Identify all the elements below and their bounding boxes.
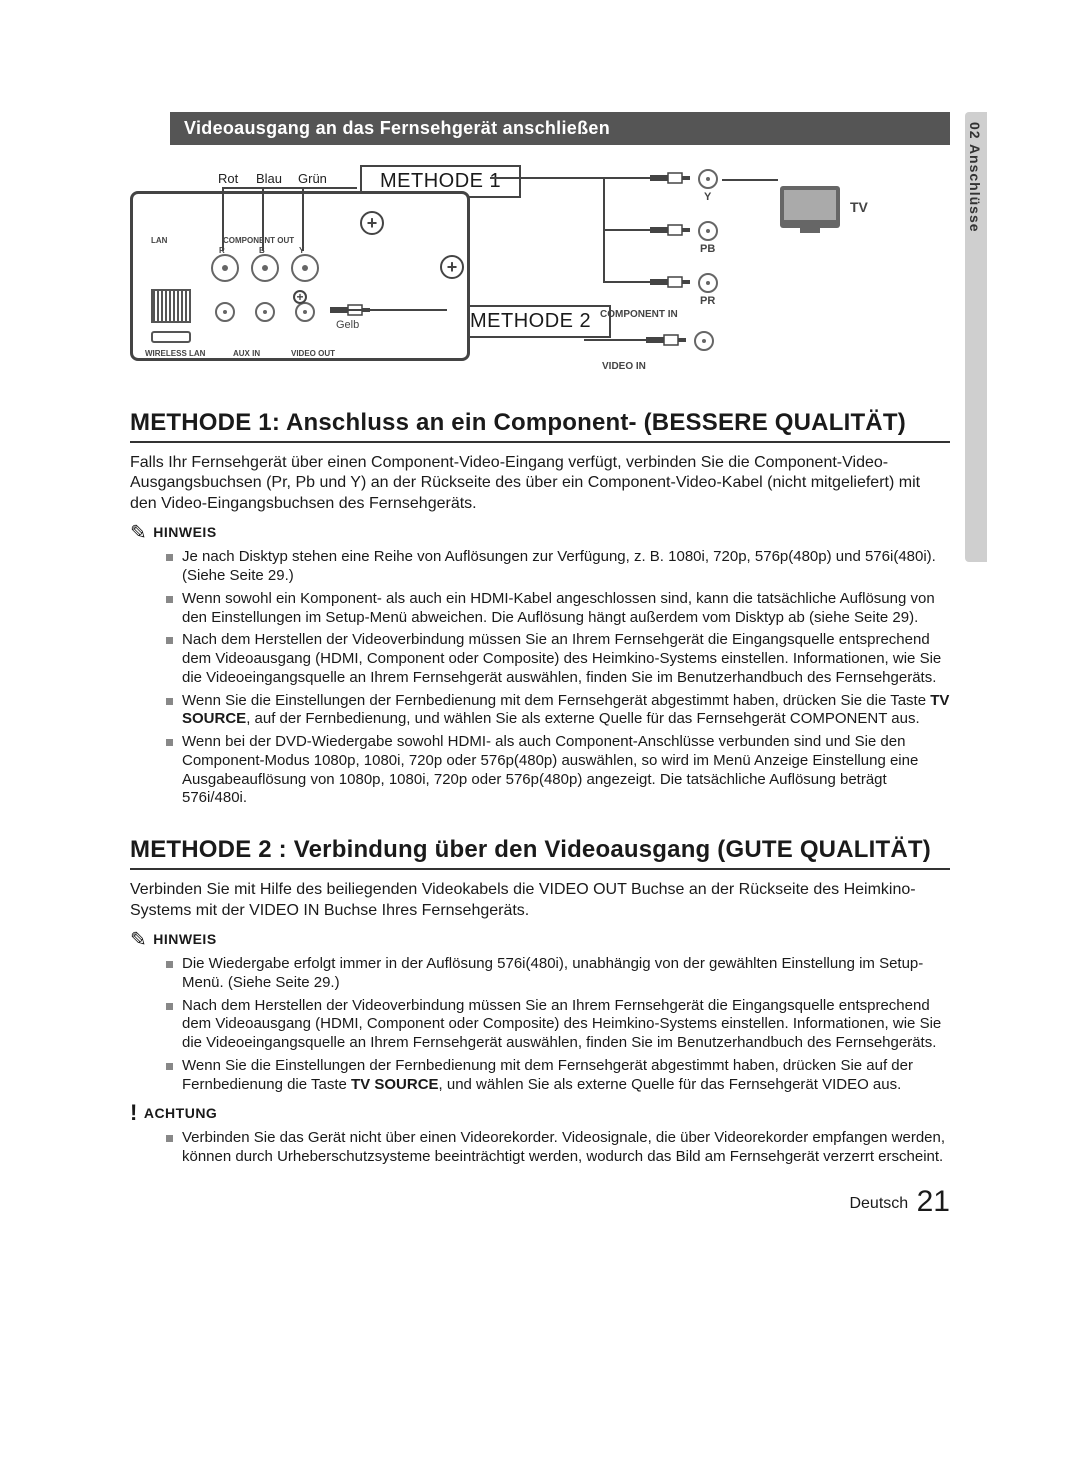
note-item: Wenn sowohl ein Komponent- als auch ein … <box>166 590 950 628</box>
wire <box>262 187 264 251</box>
achtung-lead: ! ACHTUNG <box>130 1100 950 1126</box>
caution-icon: ! <box>130 1100 138 1125</box>
label-gruen: Grün <box>298 171 327 186</box>
caution-notes: Verbinden Sie das Gerät nicht über einen… <box>166 1129 950 1167</box>
note-item: Nach dem Herstellen der Videoverbindung … <box>166 997 950 1053</box>
port-video-out <box>295 302 315 322</box>
note-item: Je nach Disktyp stehen eine Reihe von Au… <box>166 548 950 586</box>
tv-icon <box>780 186 840 228</box>
wire <box>603 177 655 179</box>
plug-icon <box>650 223 690 235</box>
lan-label: LAN <box>151 236 167 245</box>
port-pb <box>251 254 279 282</box>
note-item: Wenn Sie die Einstellungen der Fernbedie… <box>166 692 950 730</box>
method2-label: METHODE 2 <box>450 305 611 338</box>
plug-icon <box>650 275 690 287</box>
plug-icon <box>330 303 370 315</box>
port-aux-l <box>215 302 235 322</box>
plug-icon <box>650 171 690 183</box>
cable-bundle-icon: + <box>440 255 464 279</box>
side-tab-label: 02 Anschlüsse <box>967 122 983 233</box>
tv-label: TV <box>850 199 868 215</box>
wire <box>490 177 605 179</box>
page-footer: Deutsch 21 <box>849 1185 950 1219</box>
method2-paragraph: Verbinden Sie mit Hilfe des beiliegenden… <box>130 880 950 921</box>
port-pr <box>211 254 239 282</box>
wire <box>603 229 655 231</box>
wire <box>302 187 304 251</box>
plug-icon <box>646 333 686 345</box>
hinweis-lead-2: ✎ HINWEIS <box>130 927 950 952</box>
note-item: Nach dem Herstellen der Videoverbindung … <box>166 631 950 687</box>
note-item: Die Wiedergabe erfolgt immer in der Aufl… <box>166 955 950 993</box>
component-in-label: COMPONENT IN <box>600 309 678 320</box>
lan-port <box>151 289 191 323</box>
note-item: Verbinden Sie das Gerät nicht über einen… <box>166 1129 950 1167</box>
footer-lang: Deutsch <box>849 1195 908 1212</box>
footer-page: 21 <box>917 1185 950 1218</box>
jack-y <box>698 169 718 189</box>
device-rear-panel: LAN COMPONENT OUT R B Y WIRELESS LAN AUX… <box>130 191 470 361</box>
label-rot: Rot <box>218 171 238 186</box>
divider <box>130 868 950 870</box>
hinweis-label-2: HINWEIS <box>153 931 216 947</box>
connection-diagram: Rot Blau Grün METHODE 1 METHODE 2 LAN CO… <box>130 151 950 381</box>
screw-icon: + <box>293 290 307 304</box>
note-icon: ✎ <box>130 522 147 544</box>
section-banner: Videoausgang an das Fernsehgerät anschli… <box>170 112 950 145</box>
tv-stand <box>800 228 820 233</box>
wire <box>603 281 655 283</box>
note-icon: ✎ <box>130 929 147 951</box>
side-tab: 02 Anschlüsse <box>965 112 987 562</box>
jack-pr-label: PR <box>700 295 715 307</box>
hinweis-label: HINWEIS <box>153 524 216 540</box>
wire <box>222 187 224 251</box>
jack-video-in <box>694 331 714 351</box>
wire <box>722 179 778 181</box>
jack-pb <box>698 221 718 241</box>
port-y <box>291 254 319 282</box>
page: Videoausgang an das Fernsehgerät anschli… <box>130 112 950 1171</box>
jack-pr <box>698 273 718 293</box>
video-in-label: VIDEO IN <box>602 361 646 372</box>
achtung-label: ACHTUNG <box>144 1105 218 1121</box>
wire <box>222 187 357 189</box>
port-aux-r <box>255 302 275 322</box>
method1-paragraph: Falls Ihr Fernsehgerät über einen Compon… <box>130 453 950 514</box>
divider <box>130 441 950 443</box>
method2-heading: METHODE 2 : Verbindung über den Videoaus… <box>130 836 950 864</box>
method1-heading: METHODE 1: Anschluss an ein Component- (… <box>130 409 950 437</box>
hinweis-lead: ✎ HINWEIS <box>130 520 950 545</box>
wireless-lan-label: WIRELESS LAN <box>145 349 205 358</box>
wire <box>584 339 650 341</box>
aux-in-label: AUX IN <box>233 349 260 358</box>
jack-y-label: Y <box>704 191 711 203</box>
method2-notes: Die Wiedergabe erfolgt immer in der Aufl… <box>166 955 950 1094</box>
lan-slot <box>151 331 191 343</box>
yellow-label: Gelb <box>336 319 359 331</box>
video-out-label: VIDEO OUT <box>291 349 335 358</box>
component-out-label: COMPONENT OUT <box>223 236 294 245</box>
note-item: Wenn Sie die Einstellungen der Fernbedie… <box>166 1057 950 1095</box>
jack-pb-label: PB <box>700 243 715 255</box>
method1-notes: Je nach Disktyp stehen eine Reihe von Au… <box>166 548 950 808</box>
note-item: Wenn bei der DVD-Wiedergabe sowohl HDMI-… <box>166 733 950 808</box>
cable-bundle-icon: + <box>360 211 384 235</box>
label-blau: Blau <box>256 171 282 186</box>
